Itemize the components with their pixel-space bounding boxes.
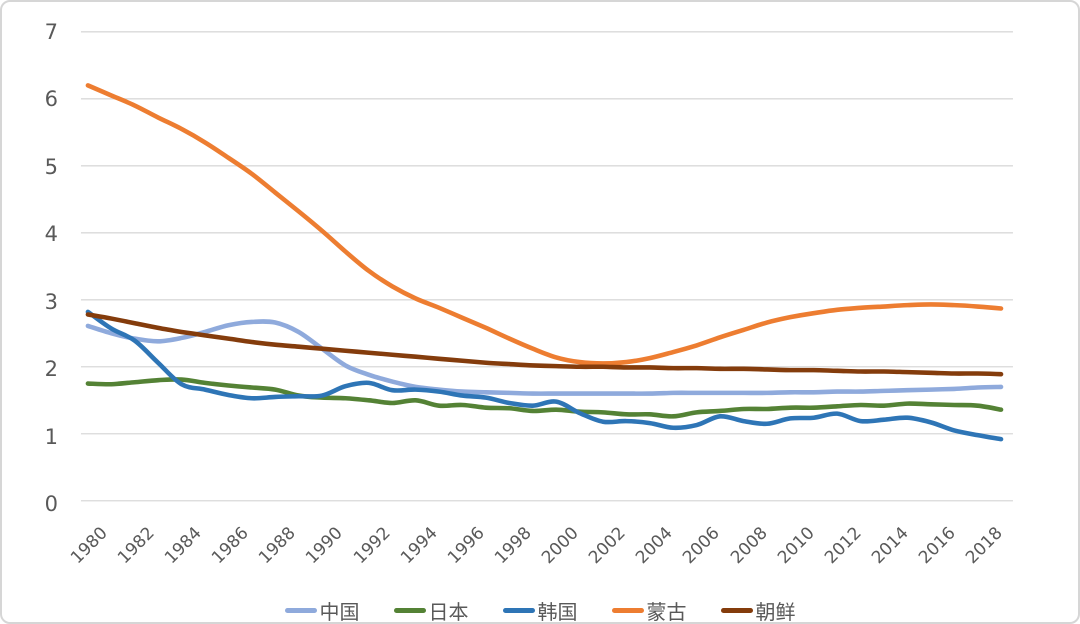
legend-item-japan: 日本 xyxy=(393,596,469,624)
y-tick-label: 6 xyxy=(44,87,58,112)
legend: 中国 日本 韩国 蒙古 朝鲜 xyxy=(2,596,1078,624)
legend-item-north-korea: 朝鲜 xyxy=(720,596,796,624)
legend-swatch-japan xyxy=(393,608,426,613)
legend-item-korea: 韩国 xyxy=(502,596,578,624)
y-tick-label: 0 xyxy=(44,492,58,516)
series-line-japan xyxy=(85,377,1004,419)
legend-item-mongolia: 蒙古 xyxy=(611,596,687,624)
legend-swatch-china xyxy=(284,608,317,613)
legend-swatch-north-korea xyxy=(720,608,753,613)
legend-swatch-korea xyxy=(502,608,535,613)
legend-label: 朝鲜 xyxy=(755,600,796,624)
series-line-china xyxy=(85,319,1004,396)
legend-label: 中国 xyxy=(319,600,360,624)
y-tick-label: 2 xyxy=(44,357,58,382)
y-tick-label: 3 xyxy=(44,289,58,314)
series-line-korea xyxy=(85,309,1004,442)
legend-label: 韩国 xyxy=(537,600,578,624)
series-line-north-korea xyxy=(85,312,1004,377)
y-tick-label: 4 xyxy=(44,222,58,247)
legend-swatch-mongolia xyxy=(611,608,644,613)
legend-label: 日本 xyxy=(428,600,469,624)
y-tick-label: 1 xyxy=(44,424,58,449)
series-line-mongolia xyxy=(85,83,1004,366)
legend-label: 蒙古 xyxy=(646,600,687,624)
y-tick-label: 7 xyxy=(44,20,58,44)
y-tick-label: 5 xyxy=(44,154,58,179)
legend-item-china: 中国 xyxy=(284,596,360,624)
